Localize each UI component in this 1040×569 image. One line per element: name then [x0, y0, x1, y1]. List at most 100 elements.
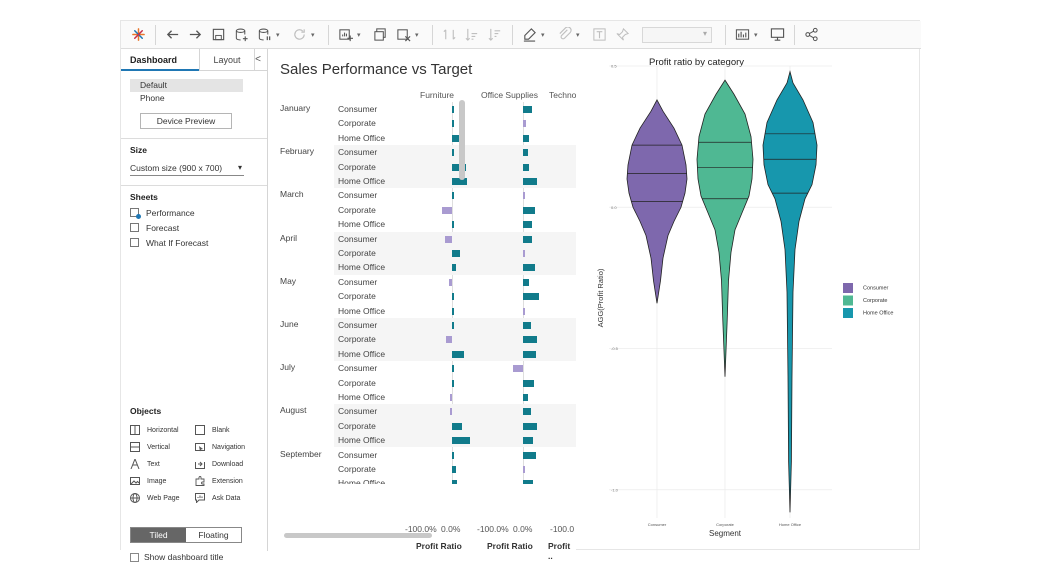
profit-ratio-bar-office-supplies[interactable] — [523, 163, 529, 171]
highlight-icon[interactable] — [518, 24, 540, 46]
profit-ratio-bar-office-supplies[interactable] — [523, 264, 535, 272]
group-icon[interactable] — [553, 24, 575, 46]
sort-descending-icon[interactable] — [484, 24, 506, 46]
tab-dashboard[interactable]: Dashboard — [121, 49, 199, 71]
profit-ratio-bar-office-supplies[interactable] — [523, 106, 532, 113]
share-icon[interactable] — [800, 24, 822, 46]
device-default[interactable]: Default — [130, 79, 243, 92]
sort-ascending-icon[interactable] — [461, 24, 483, 46]
new-sheet-icon[interactable] — [334, 24, 356, 46]
redo-icon[interactable] — [184, 24, 206, 46]
profit-ratio-bar-office-supplies[interactable] — [523, 192, 525, 200]
sheet-item-performance[interactable]: Performance — [130, 207, 267, 219]
profit-ratio-bar-office-supplies[interactable] — [523, 235, 532, 243]
profit-ratio-bar-office-supplies[interactable] — [512, 365, 523, 373]
profit-ratio-bar-furniture[interactable] — [452, 451, 454, 459]
profit-ratio-bar-furniture[interactable] — [452, 322, 454, 329]
profit-ratio-bar-office-supplies[interactable] — [523, 336, 538, 344]
profit-ratio-bar-furniture[interactable] — [452, 379, 454, 387]
profit-ratio-bar-furniture[interactable] — [448, 278, 452, 286]
label-icon[interactable] — [588, 24, 610, 46]
show-me-dropdown[interactable]: ▾ — [754, 31, 758, 39]
profit-ratio-bar-office-supplies[interactable] — [523, 206, 535, 214]
profit-ratio-bar-furniture[interactable] — [452, 178, 468, 185]
profit-ratio-bar-office-supplies[interactable] — [523, 437, 534, 445]
refresh-icon[interactable] — [288, 24, 310, 46]
profit-ratio-bar-furniture[interactable] — [452, 264, 457, 272]
profit-ratio-bar-furniture[interactable] — [452, 192, 454, 200]
profit-ratio-bar-furniture[interactable] — [452, 134, 464, 142]
profit-ratio-bar-office-supplies[interactable] — [523, 149, 529, 157]
show-me-icon[interactable] — [731, 24, 753, 46]
profit-ratio-bar-office-supplies[interactable] — [523, 466, 525, 473]
save-icon[interactable] — [207, 24, 229, 46]
refresh-dropdown[interactable]: ▾ — [311, 31, 315, 39]
profit-ratio-bar-furniture[interactable] — [452, 422, 463, 430]
duplicate-sheet-icon[interactable] — [369, 24, 391, 46]
collapse-panel-icon[interactable]: < — [255, 54, 261, 65]
highlight-dropdown[interactable]: ▾ — [541, 31, 545, 39]
size-dropdown[interactable]: Custom size (900 x 700) — [130, 161, 244, 176]
profit-ratio-bar-furniture[interactable] — [452, 437, 470, 445]
profit-ratio-bar-office-supplies[interactable] — [523, 120, 526, 128]
profit-ratio-bar-office-supplies[interactable] — [523, 408, 531, 416]
undo-icon[interactable] — [161, 24, 183, 46]
show-title-checkbox[interactable] — [130, 552, 139, 562]
clear-sheet-dropdown[interactable]: ▾ — [415, 31, 419, 39]
object-blank[interactable]: Blank — [195, 424, 260, 436]
profit-ratio-bar-furniture[interactable] — [450, 394, 452, 401]
profit-ratio-bar-furniture[interactable] — [452, 106, 454, 113]
profit-ratio-bar-furniture[interactable] — [452, 350, 464, 358]
profit-ratio-bar-furniture[interactable] — [452, 307, 454, 315]
profit-ratio-bar-furniture[interactable] — [450, 408, 452, 416]
device-phone[interactable]: Phone — [140, 93, 165, 103]
fit-dropdown[interactable] — [642, 26, 712, 43]
profit-ratio-bar-office-supplies[interactable] — [523, 293, 540, 301]
profit-ratio-bar-office-supplies[interactable] — [523, 322, 531, 329]
swap-icon[interactable] — [438, 24, 460, 46]
profit-ratio-bar-office-supplies[interactable] — [523, 451, 536, 459]
violin-home-office[interactable] — [762, 70, 818, 513]
sheet-item-forecast[interactable]: Forecast — [130, 222, 267, 233]
sheet-item-what-if-forecast[interactable]: What If Forecast — [130, 237, 267, 248]
new-sheet-dropdown[interactable]: ▾ — [357, 31, 361, 39]
profit-ratio-bar-furniture[interactable] — [452, 293, 454, 301]
object-ask-data[interactable]: Ask Data — [195, 492, 260, 504]
profit-ratio-bar-office-supplies[interactable] — [523, 134, 529, 142]
object-vertical[interactable]: Vertical — [130, 441, 195, 453]
profit-ratio-bar-furniture[interactable] — [452, 149, 454, 157]
device-preview-button[interactable]: Device Preview — [140, 113, 232, 129]
object-navigation[interactable]: Navigation — [195, 441, 260, 453]
profit-ratio-bar-furniture[interactable] — [452, 250, 460, 257]
vertical-scrollbar[interactable] — [459, 100, 465, 180]
pause-updates-icon[interactable] — [253, 24, 275, 46]
tableau-logo-icon[interactable] — [127, 24, 149, 46]
profit-ratio-bar-office-supplies[interactable] — [523, 250, 525, 257]
profit-ratio-bar-office-supplies[interactable] — [523, 307, 525, 315]
horizontal-scrollbar[interactable] — [284, 533, 432, 538]
object-horizontal[interactable]: Horizontal — [130, 424, 195, 436]
group-dropdown[interactable]: ▾ — [576, 31, 580, 39]
profit-ratio-bar-furniture[interactable] — [441, 206, 452, 214]
profit-ratio-bar-furniture[interactable] — [445, 235, 452, 243]
profit-ratio-bar-furniture[interactable] — [452, 480, 458, 484]
profit-ratio-bar-office-supplies[interactable] — [523, 422, 538, 430]
profit-ratio-bar-office-supplies[interactable] — [523, 379, 535, 387]
violin-corporate[interactable] — [696, 79, 754, 377]
new-datasource-icon[interactable] — [230, 24, 252, 46]
profit-ratio-bar-furniture[interactable] — [452, 365, 454, 373]
show-dashboard-title-option[interactable]: Show dashboard title — [130, 552, 223, 562]
presentation-icon[interactable] — [766, 24, 788, 46]
pause-updates-dropdown[interactable]: ▾ — [276, 31, 280, 39]
object-text[interactable]: Text — [130, 458, 195, 470]
profit-ratio-bar-office-supplies[interactable] — [523, 350, 536, 358]
object-web-page[interactable]: Web Page — [130, 492, 195, 504]
profit-ratio-bar-office-supplies[interactable] — [523, 278, 529, 286]
tab-layout[interactable]: Layout — [199, 49, 255, 71]
profit-ratio-bar-office-supplies[interactable] — [523, 221, 533, 229]
profit-ratio-bar-office-supplies[interactable] — [523, 480, 534, 484]
clear-sheet-icon[interactable] — [392, 24, 414, 46]
profit-ratio-bar-furniture[interactable] — [452, 120, 454, 128]
profit-ratio-bar-furniture[interactable] — [446, 336, 452, 344]
object-download[interactable]: Download — [195, 458, 260, 470]
